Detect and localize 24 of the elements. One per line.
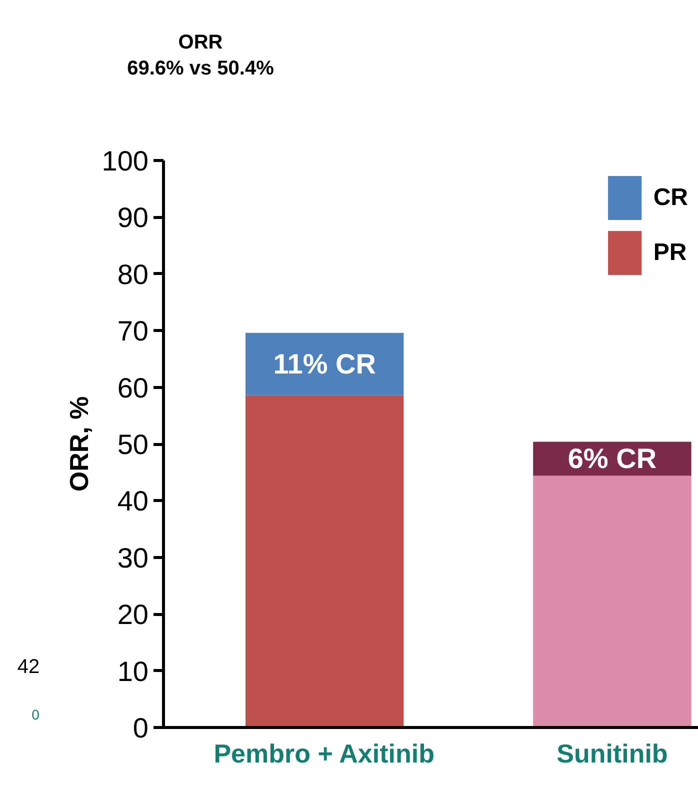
legend-label: CR <box>653 182 688 212</box>
data-label: 6% CR <box>568 443 657 474</box>
bar <box>533 476 692 728</box>
y-tick-label: 100 <box>102 146 148 176</box>
y-tick-label: 30 <box>117 542 149 574</box>
y-tick-label: 50 <box>117 429 149 460</box>
y-axis-title: ORR, % <box>64 396 94 492</box>
text: 0 <box>32 706 40 722</box>
text: ORR 69.6% vs 50.4% <box>127 31 274 80</box>
y-tick-label: 40 <box>117 486 149 517</box>
y-tick-label: 20 <box>117 599 149 630</box>
data-label: 11% CR <box>273 348 376 380</box>
x-tick-label: Pembro + Axitinib <box>214 738 434 768</box>
y-tick-label: 70 <box>117 316 149 347</box>
text: 42 <box>17 656 40 678</box>
y-tick-label: 0 <box>132 712 149 744</box>
bar <box>245 395 404 728</box>
y-tick-label: 90 <box>117 202 149 234</box>
x-tick-label: Sunitinib <box>556 738 668 768</box>
legend-label: PR <box>653 238 687 268</box>
y-tick-label: 60 <box>117 372 149 404</box>
y-tick-label: 80 <box>117 258 149 290</box>
y-tick-label: 10 <box>117 656 149 687</box>
bar <box>245 332 404 396</box>
